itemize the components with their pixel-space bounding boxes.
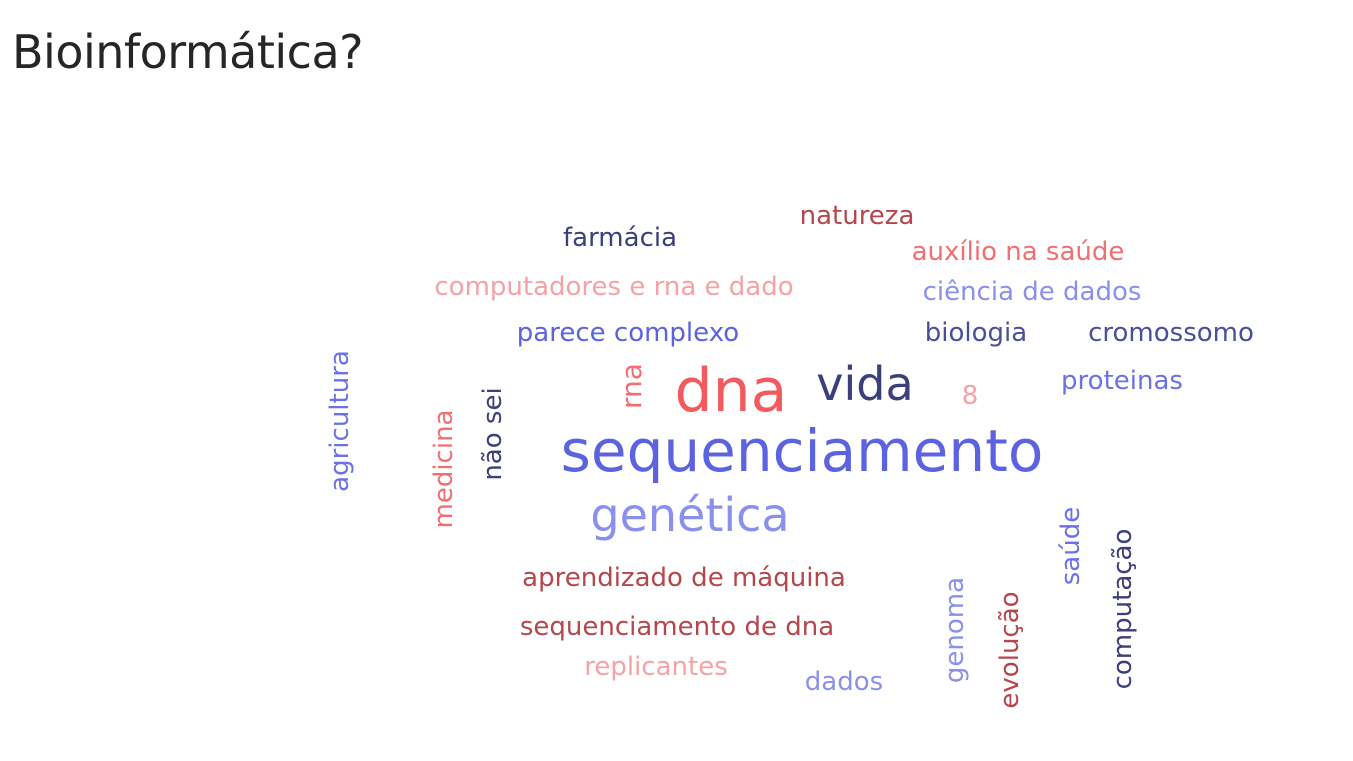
cloud-word: biologia (924, 318, 1028, 348)
cloud-word: ciência de dados (922, 277, 1142, 307)
cloud-word: genética (590, 488, 790, 542)
cloud-word: evolução (995, 591, 1025, 709)
cloud-word: agricultura (325, 350, 355, 492)
cloud-word: farmácia (562, 223, 678, 253)
cloud-word: replicantes (584, 652, 728, 682)
cloud-word: sequenciamento (560, 417, 1044, 485)
cloud-word: computadores e rna e dado (434, 272, 794, 302)
cloud-word: saúde (1056, 506, 1086, 586)
cloud-word: medicina (429, 409, 459, 529)
cloud-word: 8 (961, 381, 979, 411)
page-title: Bioinformática? (12, 25, 364, 79)
cloud-word: vida (816, 357, 914, 411)
cloud-word: não sei (478, 387, 508, 481)
cloud-word: auxílio na saúde (911, 237, 1125, 267)
cloud-word: sequenciamento de dna (519, 612, 835, 642)
cloud-word: dna (674, 356, 788, 426)
cloud-word: computação (1108, 528, 1138, 690)
cloud-word: proteinas (1061, 366, 1183, 396)
cloud-word: aprendizado de máquina (522, 563, 846, 593)
cloud-word: rna (615, 363, 648, 409)
cloud-word: parece complexo (516, 318, 740, 348)
cloud-word: natureza (799, 201, 915, 231)
cloud-word: cromossomo (1088, 318, 1254, 348)
cloud-word: genoma (940, 576, 970, 684)
cloud-word: dados (804, 667, 884, 697)
